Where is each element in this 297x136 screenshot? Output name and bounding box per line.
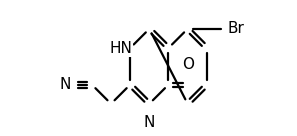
Text: HN: HN — [109, 41, 132, 55]
Text: N: N — [144, 115, 155, 130]
Text: Br: Br — [228, 21, 245, 36]
Text: N: N — [59, 77, 71, 92]
Text: O: O — [182, 57, 194, 72]
